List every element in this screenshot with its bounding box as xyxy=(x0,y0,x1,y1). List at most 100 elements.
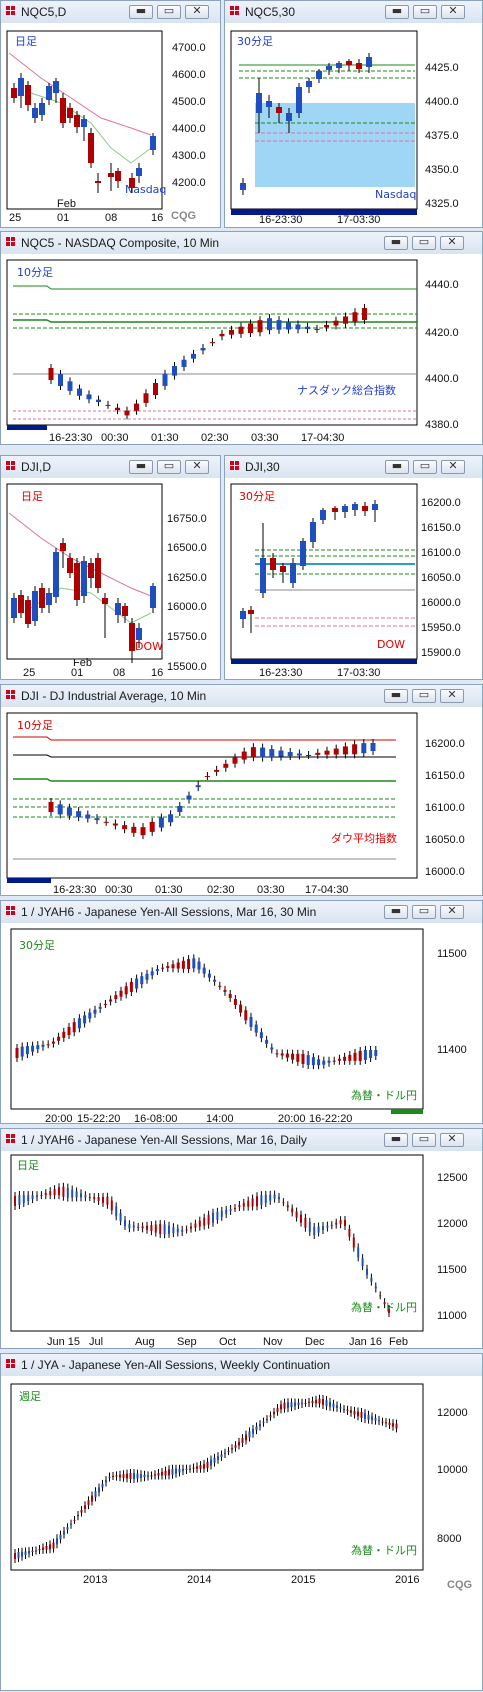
reference-lines xyxy=(239,64,415,142)
close-button[interactable]: ✕ xyxy=(441,459,465,474)
chart-area[interactable]: 日足 為替・ドル円 12500 12000 11500 11000 Jun 15… xyxy=(1,1151,482,1348)
minimize-button[interactable]: ▬ xyxy=(385,459,409,474)
restore-button[interactable]: ▭ xyxy=(157,459,181,474)
chart-area[interactable]: 10分足 ダウ平均指数 16200.0 16150.0 16100.0 1605… xyxy=(1,707,482,896)
titlebar[interactable]: DJI - DJ Industrial Average, 10 Min ▬ ▭ … xyxy=(1,685,482,707)
candle xyxy=(76,811,82,818)
candle xyxy=(108,173,114,177)
restore-button[interactable]: ▭ xyxy=(157,4,181,19)
chart-canvas[interactable]: 10分足 ダウ平均指数 16200.0 16150.0 16100.0 1605… xyxy=(1,707,482,896)
candle xyxy=(181,359,187,367)
minimize-button[interactable]: ▬ xyxy=(384,235,408,250)
titlebar[interactable]: DJI,30 ▬ ▭ ✕ xyxy=(225,456,482,478)
titlebar[interactable]: 1 / JYAH6 - Japanese Yen-All Sessions, M… xyxy=(1,901,482,923)
candle xyxy=(21,1551,23,1557)
close-button[interactable]: ✕ xyxy=(185,4,209,19)
titlebar[interactable]: NQC5,D ▬ ▭ ✕ xyxy=(1,1,220,23)
window-dji-daily[interactable]: DJI,D ▬ ▭ ✕ 日足 DOW xyxy=(0,455,221,680)
timeframe-label: 日足 xyxy=(21,490,43,503)
chart-canvas[interactable]: 30分足 為替・ドル円 11500 11400 20:00 15-22:20 1… xyxy=(1,923,482,1124)
minimize-button[interactable]: ▬ xyxy=(384,904,408,919)
candle xyxy=(94,1491,97,1498)
candle xyxy=(48,802,54,812)
restore-button[interactable]: ▭ xyxy=(413,459,437,474)
window-dji-10min[interactable]: DJI - DJ Industrial Average, 10 Min ▬ ▭ … xyxy=(0,684,483,896)
minimize-button[interactable]: ▬ xyxy=(129,4,153,19)
chart-canvas[interactable]: 日足 Nasdaq 4700.0 4600.0 4500.0 4400.0 43… xyxy=(1,23,220,228)
window-jya-weekly[interactable]: 1 / JYA - Japanese Yen-All Sessions, Wee… xyxy=(0,1353,483,1691)
close-button[interactable]: ✕ xyxy=(441,4,465,19)
minimize-button[interactable]: ▬ xyxy=(384,688,408,703)
y-tick: 4440.0 xyxy=(425,279,459,291)
chart-canvas[interactable]: 日足 DOW xyxy=(1,478,220,680)
candle xyxy=(285,1053,289,1058)
candle xyxy=(280,1053,284,1056)
window-jyah6-daily[interactable]: 1 / JYAH6 - Japanese Yen-All Sessions, M… xyxy=(0,1128,483,1349)
x-tick: Dec xyxy=(305,1336,325,1348)
x-tick: 16-23:30 xyxy=(49,432,92,444)
chart-canvas[interactable]: 週足 為替・ドル円 12000 10000 8000 2013 2014 201… xyxy=(1,1376,482,1692)
candle xyxy=(356,63,362,69)
candle xyxy=(38,1548,41,1551)
candle xyxy=(330,1225,333,1227)
minimize-button[interactable]: ▬ xyxy=(385,4,409,19)
titlebar[interactable]: DJI,D ▬ ▭ ✕ xyxy=(1,456,220,478)
candle xyxy=(362,308,367,320)
minimize-button[interactable]: ▬ xyxy=(384,1132,408,1147)
candle xyxy=(262,1421,265,1423)
candle xyxy=(257,320,263,333)
close-button[interactable]: ✕ xyxy=(440,1132,464,1147)
y-tick: 16000.0 xyxy=(167,601,207,613)
candle xyxy=(119,990,123,997)
candle xyxy=(115,1206,118,1217)
plot-frame xyxy=(10,928,424,1110)
titlebar[interactable]: 1 / JYAH6 - Japanese Yen-All Sessions, M… xyxy=(1,1129,482,1151)
chart-canvas[interactable]: 30分足 Nasdaq xyxy=(225,23,482,228)
restore-button[interactable]: ▭ xyxy=(412,1132,436,1147)
candle xyxy=(238,1441,240,1446)
close-button[interactable]: ✕ xyxy=(185,459,209,474)
candle xyxy=(132,1225,135,1228)
chart-area[interactable]: 30分足 DOW xyxy=(225,478,482,679)
y-tick: 16750.0 xyxy=(167,513,207,525)
restore-button[interactable]: ▭ xyxy=(412,904,436,919)
candle xyxy=(229,1208,232,1211)
titlebar[interactable]: NQC5,30 ▬ ▭ ✕ xyxy=(225,1,482,23)
candle xyxy=(185,1229,188,1231)
chart-area[interactable]: 日足 DOW xyxy=(1,478,220,679)
candle xyxy=(360,1411,363,1418)
minimize-icon: ▬ xyxy=(135,459,147,472)
titlebar[interactable]: 1 / JYA - Japanese Yen-All Sessions, Wee… xyxy=(1,1354,482,1376)
candle xyxy=(31,1045,35,1052)
close-button[interactable]: ✕ xyxy=(440,235,464,250)
chart-area[interactable]: 30分足 Nasdaq xyxy=(225,23,482,227)
candle xyxy=(225,1209,228,1214)
candle xyxy=(219,333,225,337)
candle xyxy=(39,103,45,115)
minimize-button[interactable]: ▬ xyxy=(129,459,153,474)
candle xyxy=(264,1194,267,1203)
candle xyxy=(306,1055,310,1066)
window-jyah6-30[interactable]: 1 / JYAH6 - Japanese Yen-All Sessions, M… xyxy=(0,900,483,1124)
chart-area[interactable]: 10分足 ナスダック総合指数 4440.0 4420.0 4400.0 4380… xyxy=(1,254,482,444)
chart-canvas[interactable]: 10分足 ナスダック総合指数 4440.0 4420.0 4400.0 4380… xyxy=(1,254,482,445)
restore-icon: ▭ xyxy=(163,459,175,472)
chart-area[interactable]: 30分足 為替・ドル円 11500 11400 20:00 15-22:20 1… xyxy=(1,923,482,1124)
chart-area[interactable]: 日足 Nasdaq 4700.0 4600.0 4500.0 4400.0 43… xyxy=(1,23,220,227)
chart-area[interactable]: 週足 為替・ドル円 12000 10000 8000 2013 2014 201… xyxy=(1,1376,482,1690)
restore-button[interactable]: ▭ xyxy=(413,4,437,19)
titlebar[interactable]: NQC5 - NASDAQ Composite, 10 Min ▬ ▭ ✕ xyxy=(1,232,482,254)
chart-canvas[interactable]: 30分足 DOW xyxy=(225,478,482,680)
window-dji-30[interactable]: DJI,30 ▬ ▭ ✕ 30分足 DOW xyxy=(224,455,483,680)
chart-canvas[interactable]: 日足 為替・ドル円 12500 12000 11500 11000 Jun 15… xyxy=(1,1151,482,1349)
restore-button[interactable]: ▭ xyxy=(412,688,436,703)
restore-button[interactable]: ▭ xyxy=(412,235,436,250)
window-nqc5-daily[interactable]: NQC5,D ▬ ▭ ✕ 日足 Nasdaq 4700.0 4600.0 450… xyxy=(0,0,221,228)
x-tick: 01 xyxy=(71,667,83,679)
close-button[interactable]: ✕ xyxy=(440,904,464,919)
candle xyxy=(73,1519,76,1521)
close-button[interactable]: ✕ xyxy=(440,688,464,703)
close-icon: ✕ xyxy=(447,1132,457,1145)
window-nqc5-10min[interactable]: NQC5 - NASDAQ Composite, 10 Min ▬ ▭ ✕ 10… xyxy=(0,231,483,445)
window-nqc5-30[interactable]: NQC5,30 ▬ ▭ ✕ 30分足 Nasdaq xyxy=(224,0,483,228)
